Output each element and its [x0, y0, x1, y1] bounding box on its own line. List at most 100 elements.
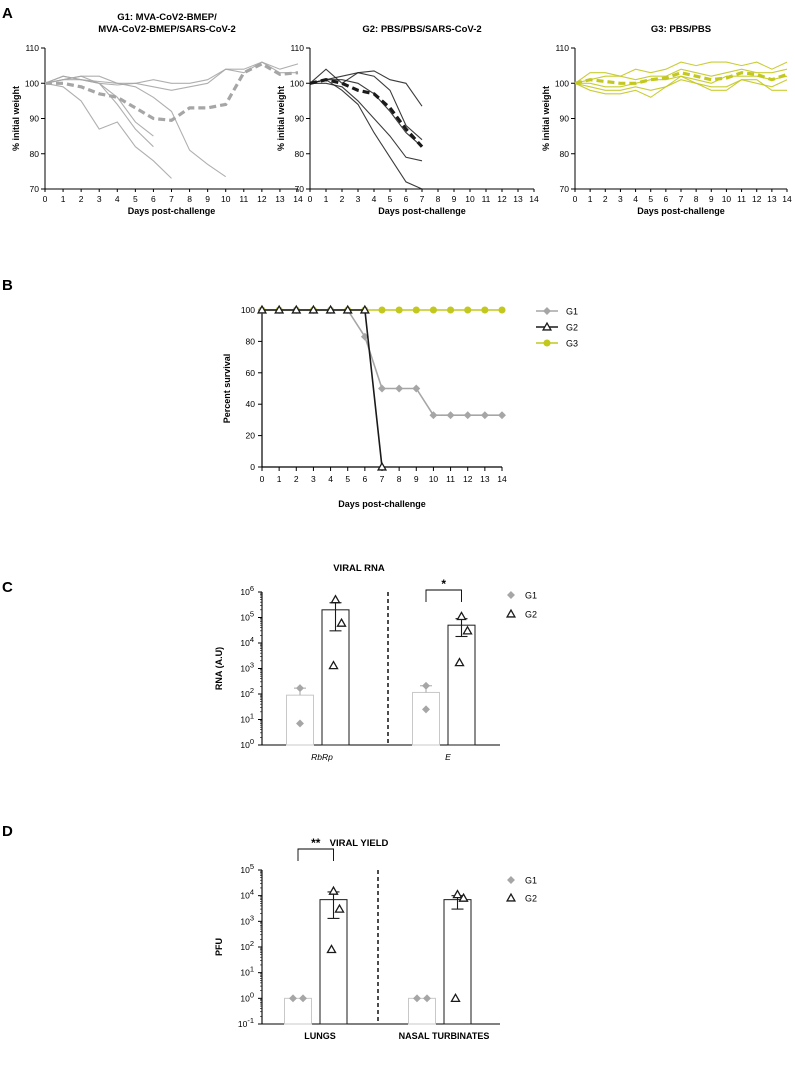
survival-line-g2: [262, 309, 383, 468]
y-tick-label: 104: [240, 635, 254, 648]
legend-marker-g3: [543, 339, 551, 347]
x-tick-label: 7: [420, 194, 425, 204]
significance-label: *: [441, 577, 446, 591]
individual-weight-line: [574, 79, 788, 91]
x-tick-label: 13: [513, 194, 523, 204]
y-tick-exponent: 6: [250, 584, 254, 593]
point-g1: [422, 681, 430, 690]
individual-weight-line: [574, 75, 787, 98]
point-g1: [299, 994, 307, 1003]
x-tick-label: 4: [328, 474, 333, 484]
panel-letter-c: C: [2, 579, 13, 596]
y-tick-label: 105: [240, 862, 254, 875]
y-tick-label: 105: [240, 610, 254, 623]
legend-label-g2: G2: [525, 610, 537, 620]
y-tick-label: 70: [30, 184, 40, 194]
x-tick-label: 0: [43, 194, 48, 204]
survival-point-g3: [378, 306, 386, 314]
y-tick-label: 110: [290, 43, 304, 53]
legend-label-g3: G3: [566, 339, 578, 349]
legend-label-g1: G1: [525, 591, 537, 601]
individual-weight-line: [44, 75, 227, 178]
individual-weight-line: [309, 68, 423, 107]
survival-point-g3: [412, 306, 420, 314]
point-g1: [296, 684, 304, 693]
y-tick-exponent: 4: [250, 635, 254, 644]
x-tick-label: 11: [239, 194, 248, 204]
x-tick-label: 7: [380, 474, 385, 484]
x-tick-label: 3: [356, 194, 361, 204]
category-label: LUNGS: [304, 1031, 336, 1041]
y-axis-label: % initial weight: [11, 86, 21, 151]
chart-title: VIRAL YIELD: [330, 838, 389, 849]
y-tick-exponent: 5: [250, 862, 254, 871]
panel-letter-b: B: [2, 277, 13, 294]
point-g1: [422, 705, 430, 714]
point-g1: [413, 994, 421, 1003]
y-axis-label: RNA (A.U): [214, 647, 224, 690]
chart-title: VIRAL RNA: [333, 563, 385, 574]
survival-point-g3: [481, 306, 489, 314]
individual-weight-line: [575, 75, 788, 88]
x-tick-label: 7: [679, 194, 684, 204]
legend-marker-g2: [541, 321, 553, 331]
x-axis-label: Days post-challenge: [128, 206, 216, 216]
y-tick-label: 20: [246, 431, 256, 441]
category-label: RbRp: [311, 752, 333, 762]
x-tick-label: 8: [694, 194, 699, 204]
individual-weight-line: [574, 61, 788, 84]
x-tick-label: 2: [79, 194, 84, 204]
x-tick-label: 2: [340, 194, 345, 204]
y-tick-label: 10-1: [238, 1016, 254, 1029]
x-tick-label: 2: [603, 194, 608, 204]
point-g2: [456, 611, 467, 621]
x-tick-label: 14: [782, 194, 792, 204]
chart-title: MVA-CoV2-BMEP/SARS-CoV-2: [98, 24, 236, 35]
panel-letter-a: A: [2, 5, 13, 22]
x-tick-label: 13: [480, 474, 490, 484]
chart-title: G1: MVA-CoV2-BMEP/: [117, 12, 217, 23]
individual-weight-line: [309, 79, 423, 148]
survival-point-g1: [429, 411, 438, 420]
point-g2: [336, 617, 347, 627]
x-tick-label: 12: [752, 194, 762, 204]
y-tick-exponent: 5: [250, 610, 254, 619]
y-tick-label: 70: [560, 184, 570, 194]
survival-point-g1: [498, 411, 506, 420]
point-g2: [454, 657, 465, 667]
y-tick-label: 80: [560, 149, 570, 159]
survival-point-g3: [395, 306, 403, 314]
x-tick-label: 0: [308, 194, 313, 204]
y-tick-exponent: -1: [247, 1016, 254, 1025]
bar-g2: [443, 899, 472, 1025]
legend-marker-g1: [507, 876, 515, 884]
significance-bracket: [425, 589, 462, 602]
y-tick-exponent: 3: [250, 661, 254, 670]
y-tick-label: 80: [30, 149, 40, 159]
y-tick-label: 90: [295, 114, 305, 124]
y-tick-label: 80: [246, 336, 256, 346]
legend-label-g2: G2: [525, 894, 537, 904]
x-tick-label: 9: [414, 474, 419, 484]
survival-point-g3: [464, 306, 472, 314]
y-tick-label: 103: [240, 661, 254, 674]
x-tick-label: 0: [260, 474, 265, 484]
y-tick-label: 100: [241, 305, 255, 315]
legend-marker-g1: [507, 591, 515, 599]
x-tick-label: 6: [404, 194, 409, 204]
x-tick-label: 6: [362, 474, 367, 484]
y-tick-label: 103: [240, 913, 254, 926]
x-tick-label: 11: [737, 194, 746, 204]
survival-point-g1: [480, 411, 489, 420]
point-g2: [462, 625, 473, 635]
x-tick-label: 13: [275, 194, 285, 204]
y-tick-label: 101: [240, 965, 254, 978]
mean-weight-line: [574, 71, 788, 85]
point-g1: [289, 994, 297, 1003]
mean-weight-line: [45, 62, 299, 122]
y-tick-label: 100: [290, 78, 304, 88]
x-tick-label: 8: [397, 474, 402, 484]
survival-point-g2: [291, 304, 302, 314]
y-tick-label: 40: [246, 399, 256, 409]
x-tick-label: 9: [452, 194, 457, 204]
